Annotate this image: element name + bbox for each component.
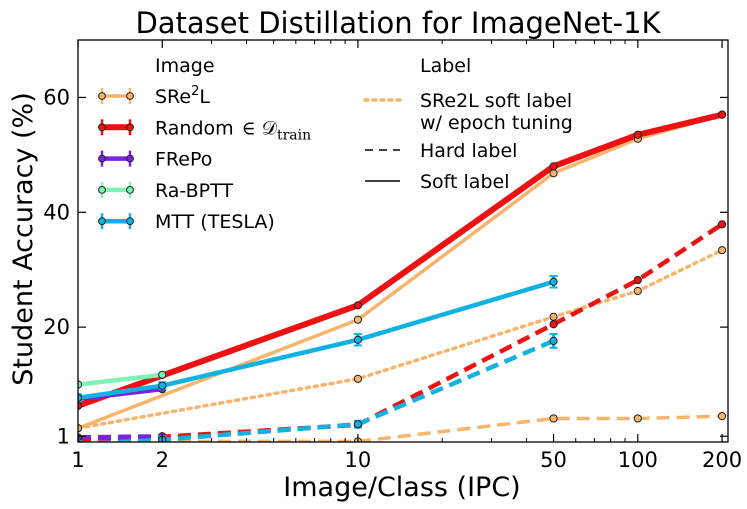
x-tick-label: 10 bbox=[345, 448, 372, 472]
data-point-random-soft bbox=[717, 110, 727, 119]
legend-image-title: Image bbox=[155, 55, 215, 77]
legend-label-text: Hard label bbox=[420, 140, 517, 162]
x-tick-label: 2 bbox=[156, 448, 169, 472]
data-point-mtt-hard bbox=[353, 420, 363, 429]
data-point-mtt-hard bbox=[549, 336, 558, 346]
legend-swatch-marker bbox=[98, 217, 106, 226]
y-tick-label: 1 bbox=[57, 424, 70, 448]
x-tick-label: 1 bbox=[71, 448, 84, 472]
legend-swatch-marker bbox=[98, 186, 106, 194]
data-point-random-hard bbox=[633, 275, 642, 285]
legend-image-label: SRe2L bbox=[155, 84, 210, 108]
x-tick-label: 200 bbox=[702, 448, 742, 472]
data-point-sre2l-tuned bbox=[353, 374, 363, 383]
legend-swatch-marker bbox=[126, 186, 134, 194]
data-point-sre2l-tuned bbox=[549, 312, 558, 321]
series-line-frepo-hard bbox=[78, 434, 163, 440]
legend-swatch-marker bbox=[98, 154, 106, 163]
y-tick-label: 60 bbox=[43, 85, 70, 109]
series-line-rabptt-soft bbox=[78, 372, 163, 387]
data-point-sre2l-tuned bbox=[633, 286, 642, 296]
data-point-random-hard bbox=[717, 220, 727, 229]
series-line-mtt-hard bbox=[78, 338, 555, 442]
legend-image-label: Ra-BPTT bbox=[155, 180, 233, 202]
series-line-mtt-soft bbox=[78, 279, 555, 401]
legend-label-title: Label bbox=[420, 55, 471, 77]
data-point-sre2l-hard bbox=[633, 414, 642, 423]
data-point-sre2l-tuned bbox=[717, 246, 727, 255]
data-point-sre2l-hard bbox=[717, 412, 727, 421]
data-point-sre2l-soft bbox=[549, 169, 558, 178]
y-axis-label: Student Accuracy (%) bbox=[8, 92, 39, 385]
data-point-mtt-soft bbox=[158, 381, 167, 390]
data-point-random-hard bbox=[549, 320, 558, 329]
data-point-random-soft bbox=[549, 162, 558, 171]
legend-swatch-marker bbox=[126, 92, 134, 100]
legend-swatch-marker bbox=[126, 123, 134, 132]
x-tick-label: 50 bbox=[540, 448, 567, 472]
legend-image: Image SRe2L Random ∈ 𝒟train FRePo Ra-BPTT MTT… bbox=[98, 55, 311, 233]
data-point-sre2l-hard bbox=[549, 414, 558, 423]
legend-label-text: Soft label bbox=[420, 171, 509, 193]
x-axis-label: Image/Class (IPC) bbox=[283, 472, 520, 503]
legend-label-text-line2: w/ epoch tuning bbox=[420, 112, 573, 134]
data-point-random-soft bbox=[633, 130, 642, 139]
y-tick-label: 40 bbox=[43, 200, 70, 224]
data-point-sre2l-soft bbox=[353, 315, 363, 324]
x-tick-label: 100 bbox=[618, 448, 658, 472]
legend-swatch-marker bbox=[98, 123, 106, 132]
legend-swatch-marker bbox=[98, 92, 106, 100]
series-line-rabptt-hard bbox=[78, 444, 162, 445]
y-tick-label: 20 bbox=[43, 315, 70, 339]
chart-title: Dataset Distillation for ImageNet-1K bbox=[135, 6, 661, 40]
legend-image-label: Random ∈ 𝒟train bbox=[155, 117, 311, 143]
legend-swatch-marker bbox=[126, 217, 134, 226]
legend-label-text: SRe2L soft label bbox=[420, 90, 572, 112]
data-point-mtt-soft bbox=[353, 335, 363, 344]
plot-frame bbox=[77, 39, 729, 443]
data-point-random-soft bbox=[353, 301, 363, 310]
legend-swatch-marker bbox=[126, 154, 134, 163]
series-line-sre2l-hard bbox=[78, 414, 723, 442]
legend-image-label: FRePo bbox=[155, 149, 212, 171]
data-point-mtt-soft bbox=[549, 277, 558, 286]
data-point-rabptt-soft bbox=[158, 370, 167, 379]
legend-image-label: MTT (TESLA) bbox=[155, 211, 275, 233]
